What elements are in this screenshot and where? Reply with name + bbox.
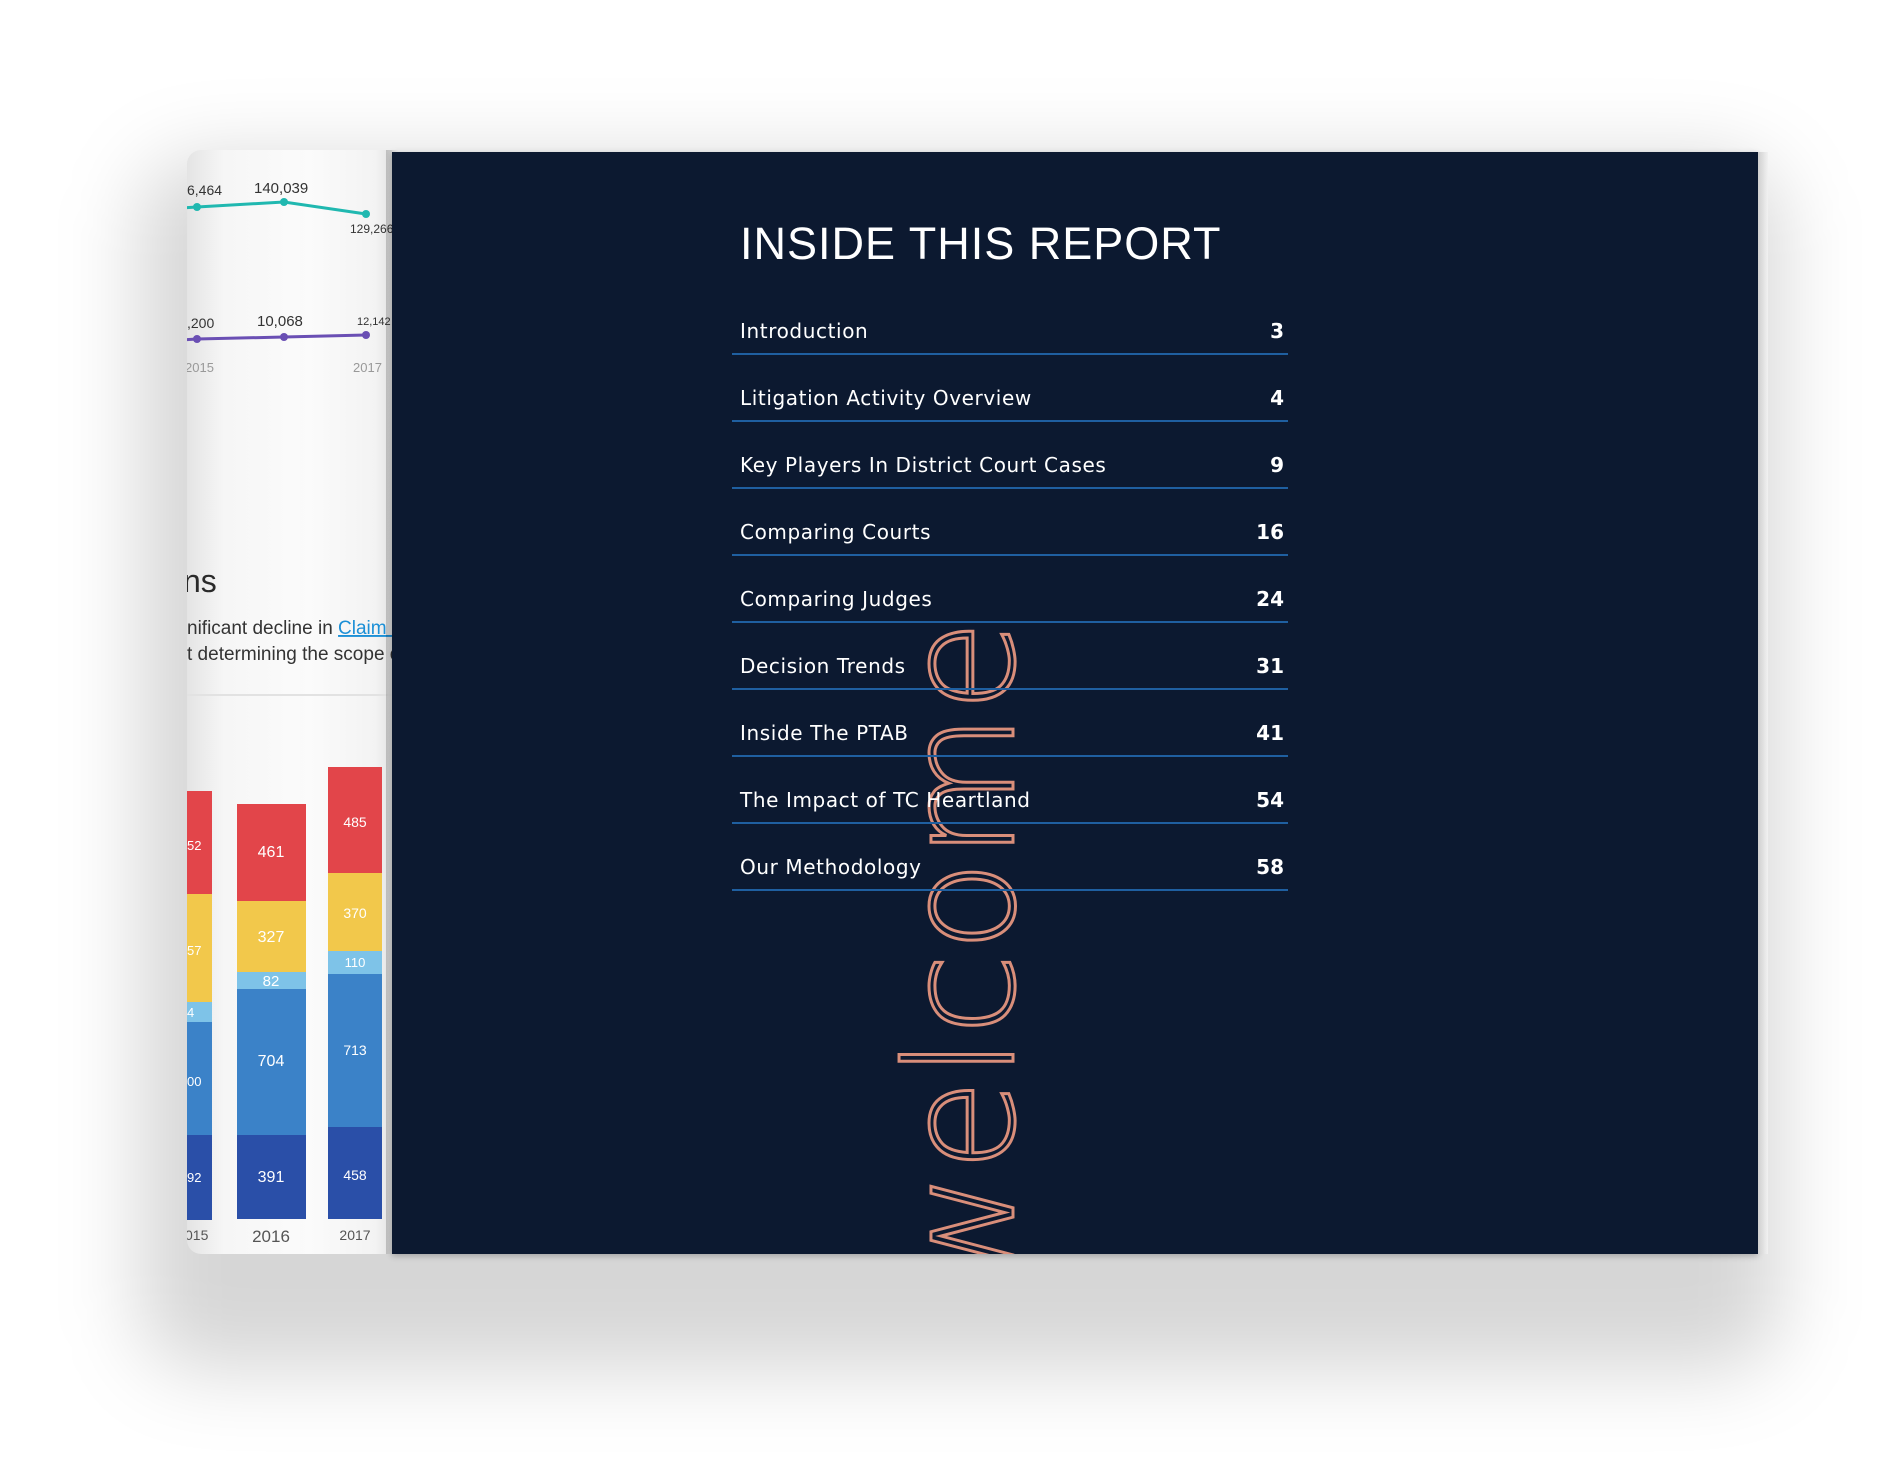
toc-item-label: Our Methodology — [740, 855, 922, 879]
toc-item-label: The Impact of TC Heartland — [740, 788, 1031, 812]
bar-segment — [237, 804, 306, 901]
bar-segment — [237, 901, 306, 972]
bar-segment — [237, 1135, 306, 1219]
section-heading-fragment: ns — [187, 563, 217, 599]
body-text-line-2: t determining the scope o — [187, 644, 392, 665]
bar-segment — [187, 791, 212, 894]
line-point — [280, 333, 288, 341]
toc-item-label: Comparing Judges — [740, 587, 933, 611]
bar-x-label-2017: 2017 — [339, 1227, 370, 1243]
bar-column-2017: 485 370 110 713 458 — [328, 767, 382, 1219]
decorative-dashes — [437, 729, 1383, 1254]
bar-segment — [187, 1022, 212, 1135]
bar-label: 92 — [187, 1170, 201, 1185]
toc-item[interactable]: Comparing Courts 16 — [732, 489, 1288, 556]
toc-item[interactable]: Our Methodology 58 — [732, 824, 1288, 891]
bar-segment — [187, 1002, 212, 1022]
body-text-line-1: nificant decline in Claim C — [187, 618, 392, 639]
line-label-lower-2: 12,142 — [357, 316, 391, 328]
toc-item-label: Decision Trends — [740, 654, 906, 678]
bar-segment — [237, 972, 306, 989]
line-series-upper — [187, 200, 367, 216]
line-label-lower-1: 10,068 — [257, 313, 303, 330]
line-series-lower — [187, 333, 367, 342]
toc-item[interactable]: Litigation Activity Overview 4 — [732, 355, 1288, 422]
bar-segment — [187, 1135, 212, 1220]
bar-segment — [328, 951, 382, 974]
bar-label: 461 — [258, 844, 285, 861]
bar-column-2015: 52 57 4 00 92 — [187, 791, 212, 1220]
line-point — [362, 331, 370, 339]
bar-segment — [328, 1127, 382, 1219]
x-tick-2017: 2017 — [353, 360, 382, 375]
left-page: 6,464 140,039 129,266 ,200 10,068 12,142… — [187, 150, 392, 1254]
toc-item[interactable]: Introduction 3 — [732, 288, 1288, 355]
toc-item[interactable]: Inside The PTAB 41 — [732, 690, 1288, 757]
bar-segment — [328, 767, 382, 873]
bar-label: 00 — [187, 1074, 201, 1089]
line-point — [280, 198, 288, 206]
line-point — [193, 203, 201, 211]
toc-list: Introduction 3 Litigation Activity Overvie… — [732, 288, 1288, 891]
toc-item-label: Litigation Activity Overview — [740, 386, 1032, 410]
right-page: welcome INSIDE THIS REPORT Introduction 3… — [392, 152, 1758, 1254]
toc-item-page-number: 41 — [1256, 721, 1284, 745]
bar-label: 57 — [187, 943, 201, 958]
bar-label: 485 — [343, 814, 367, 830]
toc-item-page-number: 58 — [1256, 855, 1284, 879]
toc-item-page-number: 9 — [1270, 453, 1284, 477]
bar-x-label-2015: 015 — [187, 1227, 209, 1243]
bar-label: 391 — [258, 1169, 285, 1186]
bar-label: 327 — [258, 929, 285, 946]
table-of-contents: INSIDE THIS REPORT Introduction 3 Litigati… — [732, 218, 1288, 891]
line-label-upper-1: 140,039 — [254, 180, 308, 197]
claim-link: Claim C — [338, 618, 392, 639]
bar-label: 713 — [343, 1042, 367, 1058]
toc-item[interactable]: The Impact of TC Heartland 54 — [732, 757, 1288, 824]
left-page-graphics: 6,464 140,039 129,266 ,200 10,068 12,142… — [187, 180, 392, 1246]
toc-item-label: Comparing Courts — [740, 520, 932, 544]
bar-label: 82 — [263, 973, 280, 990]
x-tick-2015: 2015 — [187, 360, 214, 375]
bar-label: 704 — [258, 1053, 285, 1070]
line-label-upper-2: 129,266 — [350, 222, 392, 236]
toc-item[interactable]: Decision Trends 31 — [732, 623, 1288, 690]
toc-item[interactable]: Comparing Judges 24 — [732, 556, 1288, 623]
toc-item-label: Introduction — [740, 319, 869, 343]
toc-item-page-number: 24 — [1256, 587, 1284, 611]
line-label-lower-0: ,200 — [187, 315, 214, 331]
line-point — [193, 335, 201, 343]
toc-item-page-number: 31 — [1256, 654, 1284, 678]
toc-item-page-number: 4 — [1270, 386, 1284, 410]
bar-segment — [237, 989, 306, 1135]
line-point — [362, 210, 370, 218]
bar-x-label-2016: 2016 — [252, 1227, 290, 1246]
bar-segment — [328, 873, 382, 951]
bar-segment — [187, 894, 212, 1002]
toc-item-page-number: 3 — [1270, 319, 1284, 343]
bar-label: 110 — [345, 955, 366, 970]
toc-item-label: Inside The PTAB — [740, 721, 909, 745]
bar-label: 370 — [343, 905, 367, 921]
bar-label: 4 — [187, 1005, 194, 1020]
toc-item[interactable]: Key Players In District Court Cases 9 — [732, 422, 1288, 489]
page-edge — [1758, 152, 1768, 1254]
toc-item-page-number: 54 — [1256, 788, 1284, 812]
toc-title: INSIDE THIS REPORT — [740, 218, 1222, 269]
bar-column-2016: 461 327 82 704 391 — [237, 804, 306, 1219]
line-label-upper-0: 6,464 — [187, 182, 222, 198]
bar-segment — [328, 974, 382, 1127]
bar-label: 458 — [343, 1167, 367, 1183]
bar-label: 52 — [187, 838, 201, 853]
toc-item-label: Key Players In District Court Cases — [740, 453, 1107, 477]
toc-item-page-number: 16 — [1256, 520, 1284, 544]
